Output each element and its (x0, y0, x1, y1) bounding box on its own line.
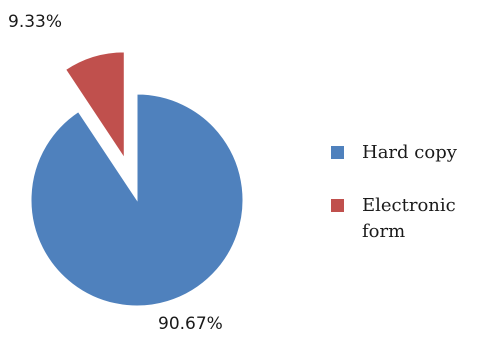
pie-slice-hard-copy (30, 93, 244, 307)
legend-item-electronic-form: Electronic form (331, 195, 481, 245)
pie-slice-electronic-form (64, 51, 125, 160)
legend-label-hard-copy: Hard copy (362, 142, 457, 163)
legend-swatch-electronic-form (331, 199, 344, 212)
data-label-hard-copy: 90.67% (158, 314, 223, 334)
legend-item-hard-copy: Hard copy (331, 142, 457, 166)
legend-label-electronic-form: Electronic form (362, 195, 456, 242)
data-label-electronic-form: 9.33% (8, 12, 63, 32)
legend-swatch-hard-copy (331, 146, 344, 159)
